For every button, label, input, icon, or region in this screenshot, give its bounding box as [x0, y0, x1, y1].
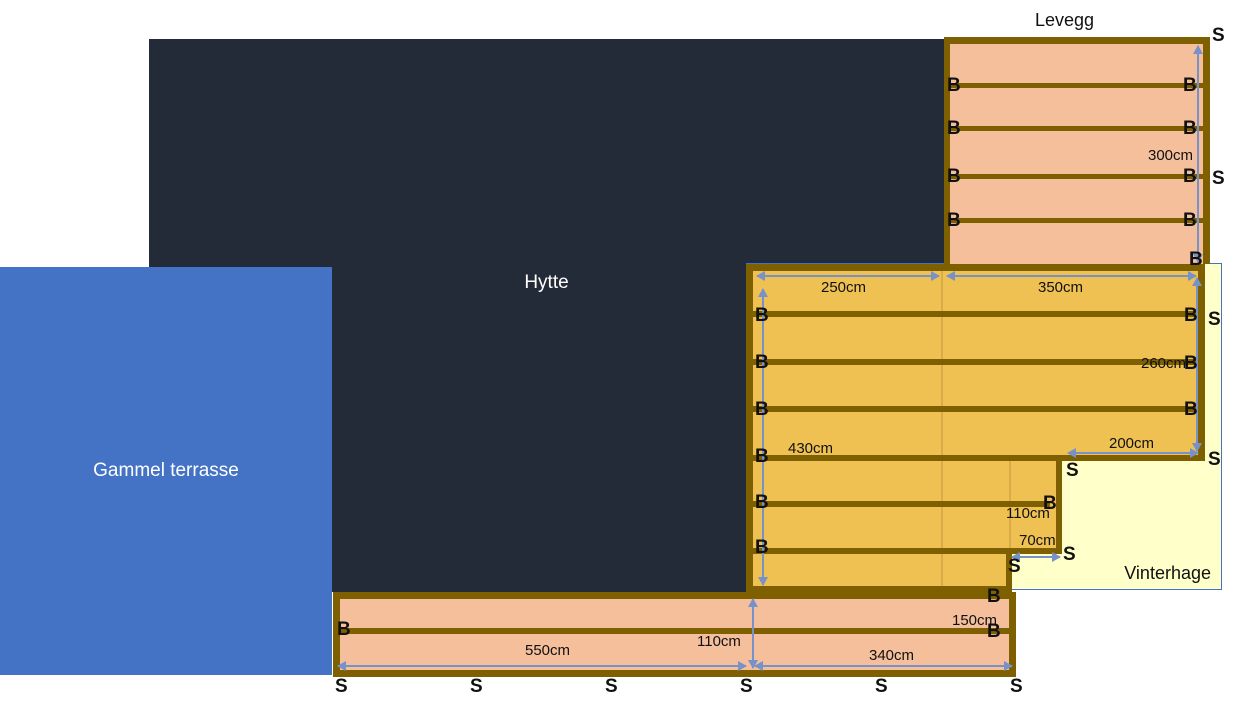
levegg-label: Levegg: [1035, 10, 1095, 30]
levegg-beam: [951, 174, 1203, 179]
deck-fill-lower[interactable]: [746, 554, 1012, 592]
beam-label: B: [755, 399, 769, 420]
dim-arrow-110cm-strip: [748, 598, 758, 669]
deck-beam: [753, 406, 1198, 412]
beam-label: B: [755, 305, 769, 326]
deck-frame-top: [746, 264, 1205, 271]
dim-label-340cm: 340cm: [869, 647, 915, 664]
beam-label: B: [337, 619, 351, 640]
post-label: S: [875, 676, 888, 697]
post-label: S: [1208, 449, 1221, 470]
dim-label-110cm-strip: 110cm: [697, 633, 741, 650]
vinterhage-label: Vinterhage: [1124, 563, 1211, 583]
deck-frame-step-vertical: [1056, 461, 1062, 554]
beam-label: B: [1184, 305, 1198, 326]
beam-label: B: [947, 210, 961, 231]
post-label: S: [1066, 460, 1079, 481]
hytte-label: Hytte: [524, 272, 569, 293]
post-label: S: [1212, 25, 1225, 46]
deck-beam: [753, 501, 1050, 507]
dim-label-300cm: 300cm: [1148, 147, 1194, 164]
dim-arrow-350cm: [946, 271, 1197, 281]
levegg-beam: [951, 83, 1203, 88]
dim-label-550cm: 550cm: [525, 642, 571, 659]
beam-label: B: [987, 586, 1001, 607]
post-label: S: [1063, 544, 1076, 565]
dim-arrow-430cm: [758, 288, 768, 586]
beam-label: B: [1183, 166, 1197, 187]
beam-label: B: [1183, 210, 1197, 231]
dim-arrow-340cm: [754, 661, 1013, 671]
strip-beam: [340, 628, 1009, 634]
dim-arrow-250cm: [756, 271, 940, 281]
levegg-beam: [951, 218, 1203, 223]
deck-frame-bottom: [746, 586, 1012, 592]
levegg-shape[interactable]: [944, 37, 1210, 264]
beam-label: B: [1189, 249, 1203, 270]
beam-label: B: [755, 446, 769, 467]
dim-label-150cm: 150cm: [952, 612, 998, 629]
deck-frame-left: [746, 264, 753, 592]
dim-arrow-70cm: [1011, 552, 1061, 562]
deck-beam: [753, 311, 1198, 317]
deck-frame-step2-vertical: [1006, 554, 1012, 592]
dim-label-430cm: 430cm: [788, 440, 834, 457]
post-label: S: [335, 676, 348, 697]
post-label: S: [1212, 168, 1225, 189]
beam-label: B: [755, 537, 769, 558]
dim-arrow-550cm: [337, 661, 747, 671]
post-label: S: [1208, 309, 1221, 330]
beam-label: B: [755, 492, 769, 513]
dim-arrow-200cm: [1067, 448, 1199, 458]
bottom-strip-shape[interactable]: [333, 592, 1016, 677]
gammel-terrasse-label: Gammel terrasse: [93, 460, 239, 481]
deck-beam: [753, 359, 1198, 365]
beam-label: B: [1043, 493, 1057, 514]
deck-beam: [753, 548, 1062, 554]
beam-label: B: [1184, 399, 1198, 420]
post-label: S: [605, 676, 618, 697]
dim-label-110cm-step: 110cm: [1006, 505, 1050, 522]
dim-arrow-260cm: [1192, 277, 1202, 452]
levegg-beam: [951, 126, 1203, 131]
post-label: S: [1010, 676, 1023, 697]
dim-label-250cm: 250cm: [821, 279, 867, 296]
gammel-terrasse-shape[interactable]: Gammel terrasse: [0, 267, 332, 675]
dim-arrow-300cm: [1193, 45, 1203, 263]
post-label: S: [740, 676, 753, 697]
beam-label: B: [947, 166, 961, 187]
dim-label-200cm: 200cm: [1109, 435, 1155, 452]
dim-label-70cm: 70cm: [1019, 532, 1056, 549]
deck-beam: [753, 455, 1205, 461]
beam-label: B: [1183, 75, 1197, 96]
dim-label-260cm: 260cm: [1141, 355, 1187, 372]
beam-label: B: [947, 75, 961, 96]
beam-label: B: [947, 118, 961, 139]
beam-label: B: [1183, 118, 1197, 139]
beam-label: B: [755, 352, 769, 373]
beam-label: B: [1184, 353, 1198, 374]
post-label: S: [470, 676, 483, 697]
beam-label: B: [987, 621, 1001, 642]
dim-label-350cm: 350cm: [1038, 279, 1084, 296]
deck-frame-right: [1198, 264, 1205, 461]
deck-board-seam: [941, 271, 943, 586]
post-label: S: [1008, 556, 1021, 577]
